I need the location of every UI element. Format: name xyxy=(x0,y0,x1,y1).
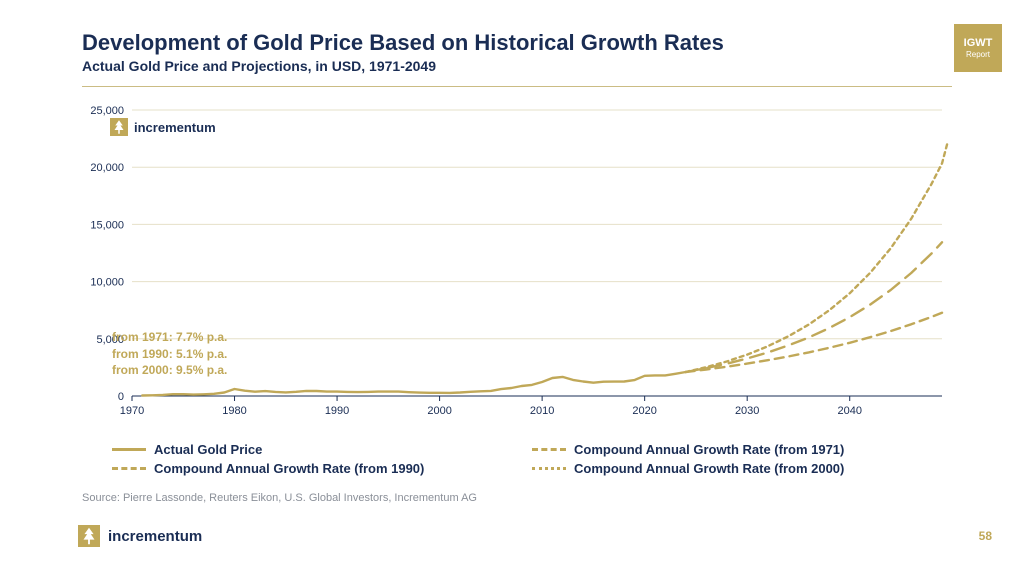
svg-text:2020: 2020 xyxy=(632,405,656,417)
annot-1971: from 1971: 7.7% p.a. xyxy=(112,329,227,345)
svg-text:1970: 1970 xyxy=(120,405,144,417)
svg-text:2010: 2010 xyxy=(530,405,554,417)
svg-text:2030: 2030 xyxy=(735,405,759,417)
source-line: Source: Pierre Lassonde, Reuters Eikon, … xyxy=(82,492,477,504)
growth-annotations: from 1971: 7.7% p.a. from 1990: 5.1% p.a… xyxy=(112,329,227,378)
gold-price-chart: 05,00010,00015,00020,00025,0001970198019… xyxy=(82,100,952,430)
igwt-badge: IGWT Report xyxy=(954,24,1002,72)
chart-brand-label: incrementum xyxy=(134,120,216,135)
svg-text:1990: 1990 xyxy=(325,405,349,417)
legend-item-cagr1990: Compound Annual Growth Rate (from 1990) xyxy=(112,459,532,478)
chart-brand: incrementum xyxy=(110,118,216,136)
footer-brand-label: incrementum xyxy=(108,528,202,545)
legend-swatch xyxy=(112,467,146,470)
legend-item-actual: Actual Gold Price xyxy=(112,440,532,459)
svg-text:25,000: 25,000 xyxy=(90,105,124,117)
tree-icon xyxy=(78,525,100,547)
page-title: Development of Gold Price Based on Histo… xyxy=(82,30,724,56)
page-subtitle: Actual Gold Price and Projections, in US… xyxy=(82,58,436,74)
legend-item-cagr1971: Compound Annual Growth Rate (from 1971) xyxy=(532,440,952,459)
legend-swatch xyxy=(112,448,146,451)
legend-item-cagr2000: Compound Annual Growth Rate (from 2000) xyxy=(532,459,952,478)
badge-line1: IGWT xyxy=(964,37,993,50)
svg-text:1980: 1980 xyxy=(222,405,246,417)
legend-swatch xyxy=(532,448,566,451)
legend-label: Actual Gold Price xyxy=(154,442,262,457)
svg-text:2000: 2000 xyxy=(427,405,451,417)
badge-line2: Report xyxy=(966,50,990,59)
legend-label: Compound Annual Growth Rate (from 2000) xyxy=(574,461,844,476)
header-rule xyxy=(82,86,952,87)
svg-text:0: 0 xyxy=(118,391,124,403)
legend: Actual Gold Price Compound Annual Growth… xyxy=(112,440,952,478)
legend-label: Compound Annual Growth Rate (from 1990) xyxy=(154,461,424,476)
svg-text:15,000: 15,000 xyxy=(90,219,124,231)
legend-swatch xyxy=(532,467,566,470)
legend-label: Compound Annual Growth Rate (from 1971) xyxy=(574,442,844,457)
footer-brand: incrementum xyxy=(78,525,202,547)
svg-text:2040: 2040 xyxy=(837,405,861,417)
svg-text:20,000: 20,000 xyxy=(90,162,124,174)
svg-text:10,000: 10,000 xyxy=(90,277,124,289)
tree-icon xyxy=(110,118,128,136)
page-number: 58 xyxy=(979,529,992,543)
annot-2000: from 2000: 9.5% p.a. xyxy=(112,362,227,378)
annot-1990: from 1990: 5.1% p.a. xyxy=(112,346,227,362)
